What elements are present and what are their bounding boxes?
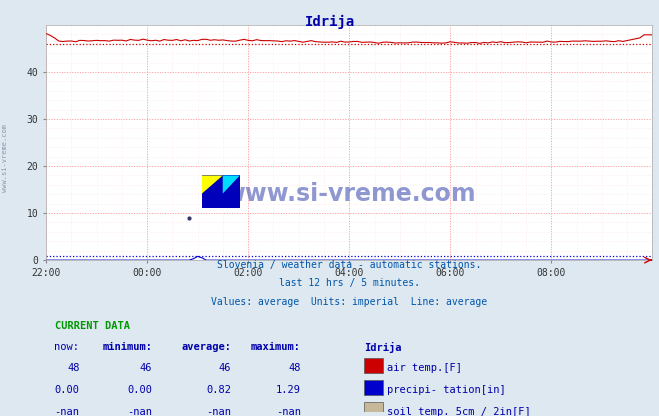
Text: precipi- tation[in]: precipi- tation[in]: [387, 385, 506, 395]
Text: Idrija: Idrija: [364, 342, 402, 353]
Text: 0.82: 0.82: [206, 385, 231, 395]
Text: www.si-vreme.com: www.si-vreme.com: [2, 124, 9, 192]
Text: 48: 48: [288, 363, 301, 373]
Text: Slovenia / weather data - automatic stations.: Slovenia / weather data - automatic stat…: [217, 260, 482, 270]
Text: 46: 46: [140, 363, 152, 373]
Bar: [364, 358, 383, 373]
Bar: [202, 176, 240, 208]
Text: now:: now:: [55, 342, 80, 352]
Text: air temp.[F]: air temp.[F]: [387, 363, 463, 373]
Text: 1.29: 1.29: [275, 385, 301, 395]
Text: -nan: -nan: [206, 407, 231, 416]
Text: soil temp. 5cm / 2in[F]: soil temp. 5cm / 2in[F]: [387, 407, 531, 416]
Text: CURRENT DATA: CURRENT DATA: [55, 321, 130, 331]
Text: minimum:: minimum:: [102, 342, 152, 352]
Bar: [364, 402, 383, 416]
Polygon shape: [202, 176, 223, 193]
Text: Values: average  Units: imperial  Line: average: Values: average Units: imperial Line: av…: [211, 297, 488, 307]
Text: 48: 48: [67, 363, 80, 373]
Text: last 12 hrs / 5 minutes.: last 12 hrs / 5 minutes.: [279, 278, 420, 288]
Text: -nan: -nan: [127, 407, 152, 416]
Bar: [364, 380, 383, 395]
Text: -nan: -nan: [55, 407, 80, 416]
Text: 0.00: 0.00: [55, 385, 80, 395]
Text: www.si-vreme.com: www.si-vreme.com: [223, 182, 476, 206]
Text: maximum:: maximum:: [251, 342, 301, 352]
Text: -nan: -nan: [275, 407, 301, 416]
Text: 0.00: 0.00: [127, 385, 152, 395]
Polygon shape: [223, 176, 240, 193]
Text: Idrija: Idrija: [304, 15, 355, 29]
Text: average:: average:: [181, 342, 231, 352]
Text: 46: 46: [219, 363, 231, 373]
